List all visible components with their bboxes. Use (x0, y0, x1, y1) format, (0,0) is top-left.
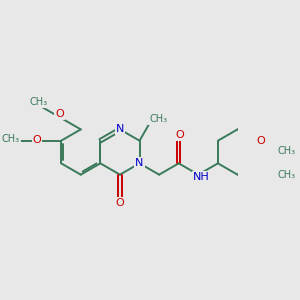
Text: CH₃: CH₃ (29, 97, 47, 107)
Text: O: O (175, 130, 184, 140)
Text: CH₃: CH₃ (277, 146, 296, 156)
Text: O: O (32, 135, 41, 145)
Text: N: N (135, 158, 144, 168)
Text: CH₃: CH₃ (277, 170, 296, 181)
Text: NH: NH (193, 172, 210, 182)
Text: O: O (256, 136, 265, 146)
Text: CH₃: CH₃ (149, 115, 167, 124)
Text: CH₃: CH₃ (2, 134, 20, 144)
Text: O: O (116, 198, 124, 208)
Text: O: O (55, 109, 64, 119)
Text: N: N (116, 124, 124, 134)
